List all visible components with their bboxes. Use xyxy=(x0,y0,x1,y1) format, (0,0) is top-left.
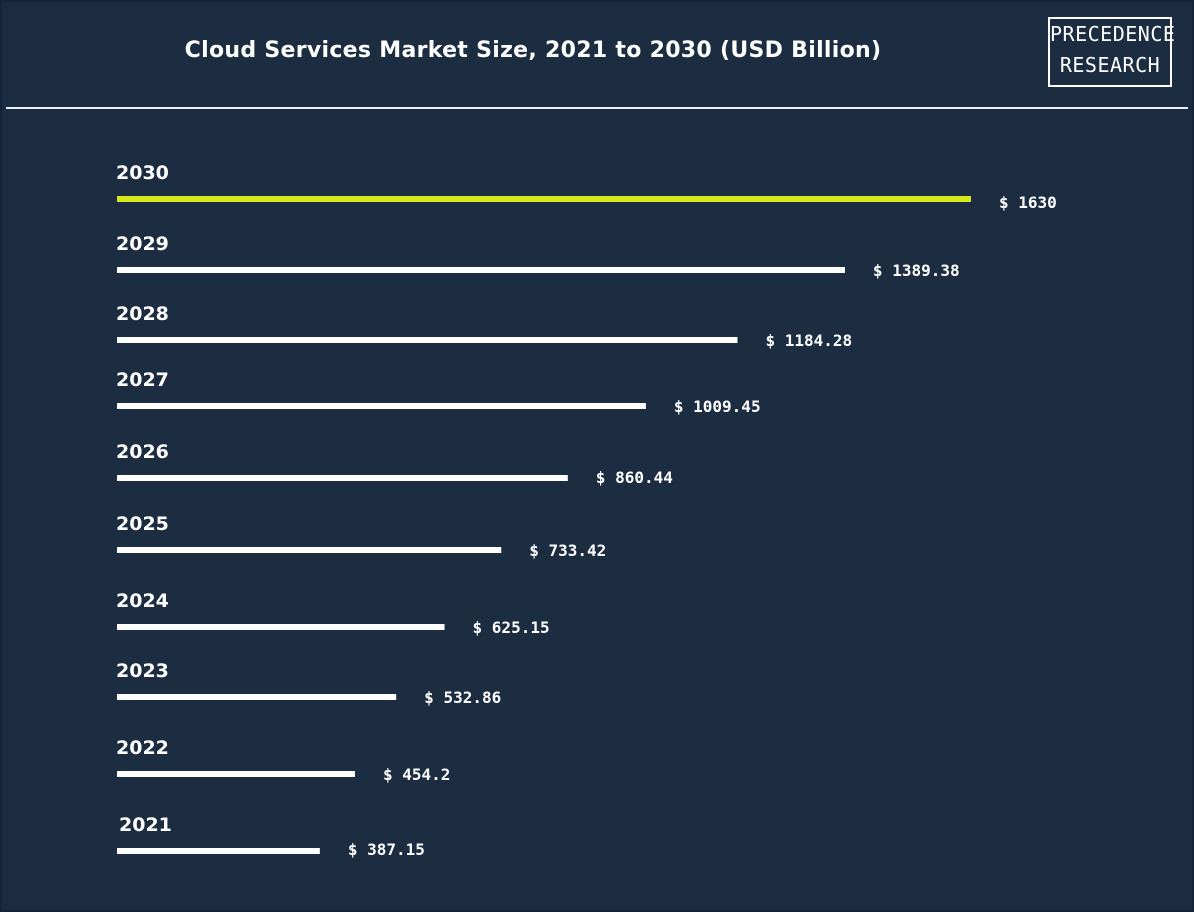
category-label: 2027 xyxy=(116,369,169,391)
bar xyxy=(117,547,502,553)
bar xyxy=(117,848,320,854)
category-label: 2023 xyxy=(116,660,169,682)
category-label: 2025 xyxy=(116,513,169,535)
bar xyxy=(117,196,971,202)
value-label: $ 532.86 xyxy=(424,688,501,707)
value-label: $ 1184.28 xyxy=(765,331,852,350)
category-label: 2030 xyxy=(116,162,169,184)
value-label: $ 733.42 xyxy=(529,541,606,560)
value-label: $ 387.15 xyxy=(348,840,425,859)
chart-title: Cloud Services Market Size, 2021 to 2030… xyxy=(184,38,882,63)
bar xyxy=(117,624,445,630)
logo-line-1: PRECEDENCE xyxy=(1050,22,1176,46)
value-label: $ 1389.38 xyxy=(873,261,960,280)
brand-logo: PRECEDENCE RESEARCH xyxy=(1048,17,1176,87)
category-label: 2029 xyxy=(116,233,169,255)
category-label: 2024 xyxy=(116,590,169,612)
category-label: 2021 xyxy=(119,814,172,836)
value-label: $ 860.44 xyxy=(596,468,673,487)
title-divider xyxy=(6,107,1188,109)
category-label: 2022 xyxy=(116,737,169,759)
value-label: $ 1630 xyxy=(999,193,1057,212)
category-label: 2026 xyxy=(116,441,169,463)
bar xyxy=(117,337,738,343)
value-label: $ 1009.45 xyxy=(674,397,761,416)
bar xyxy=(117,267,845,273)
bar xyxy=(117,771,355,777)
bar xyxy=(117,475,568,481)
value-label: $ 454.2 xyxy=(383,765,450,784)
bar xyxy=(117,403,646,409)
category-label: 2028 xyxy=(116,303,169,325)
logo-line-2: RESEARCH xyxy=(1059,53,1161,77)
bar xyxy=(117,694,397,700)
value-label: $ 625.15 xyxy=(473,618,550,637)
